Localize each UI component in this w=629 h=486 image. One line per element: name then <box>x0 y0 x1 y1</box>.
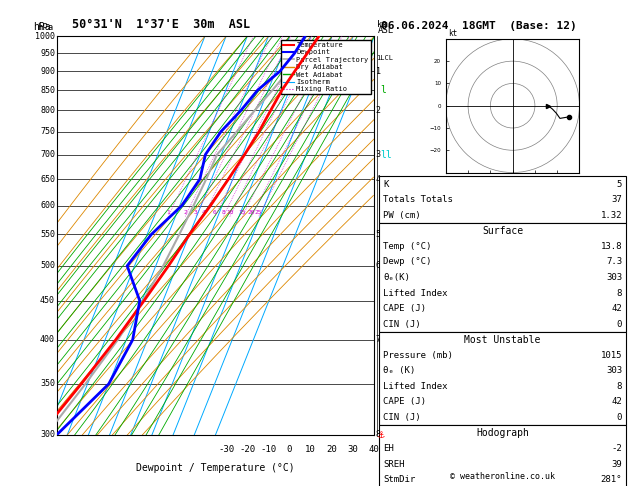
Text: K: K <box>383 180 389 189</box>
Text: Dewp (°C): Dewp (°C) <box>383 258 431 266</box>
Text: 6: 6 <box>213 210 217 215</box>
Text: lll: lll <box>381 229 398 239</box>
Text: 281°: 281° <box>601 475 622 484</box>
Text: 300: 300 <box>40 431 55 439</box>
Text: 8: 8 <box>221 210 225 215</box>
Text: Pressure (mb): Pressure (mb) <box>383 351 453 360</box>
Text: 2: 2 <box>376 106 381 115</box>
Text: CAPE (J): CAPE (J) <box>383 304 426 313</box>
Text: 600: 600 <box>40 201 55 210</box>
Text: 0: 0 <box>287 445 292 454</box>
Text: 4: 4 <box>376 174 381 184</box>
Text: hPa: hPa <box>37 22 53 32</box>
Text: hPa: hPa <box>33 22 50 33</box>
Text: ASL: ASL <box>377 26 394 35</box>
Text: 8: 8 <box>616 289 622 297</box>
Text: Temp (°C): Temp (°C) <box>383 242 431 251</box>
Text: Dewpoint / Temperature (°C): Dewpoint / Temperature (°C) <box>136 463 295 473</box>
Text: © weatheronline.co.uk: © weatheronline.co.uk <box>450 472 555 481</box>
Text: θₑ(K): θₑ(K) <box>383 273 410 282</box>
Text: PW (cm): PW (cm) <box>383 211 421 220</box>
Text: 40: 40 <box>369 445 380 454</box>
Text: 7: 7 <box>376 335 381 344</box>
Legend: Temperature, Dewpoint, Parcel Trajectory, Dry Adiabat, Wet Adiabat, Isotherm, Mi: Temperature, Dewpoint, Parcel Trajectory… <box>281 40 370 94</box>
Text: 42: 42 <box>611 398 622 406</box>
Text: 20: 20 <box>248 210 255 215</box>
Text: 1: 1 <box>166 210 170 215</box>
Text: 10: 10 <box>305 445 316 454</box>
Text: ll: ll <box>381 150 392 159</box>
Text: CIN (J): CIN (J) <box>383 413 421 422</box>
Text: Lifted Index: Lifted Index <box>383 289 448 297</box>
Text: θₑ (K): θₑ (K) <box>383 366 415 375</box>
Text: 30: 30 <box>348 445 359 454</box>
Text: Hodograph: Hodograph <box>476 428 529 438</box>
Text: -2: -2 <box>611 444 622 453</box>
Text: 303: 303 <box>606 273 622 282</box>
Text: Most Unstable: Most Unstable <box>464 335 541 345</box>
Text: 37: 37 <box>611 195 622 204</box>
Text: l: l <box>381 85 386 95</box>
Text: 750: 750 <box>40 127 55 136</box>
Text: StmDir: StmDir <box>383 475 415 484</box>
Text: 1015: 1015 <box>601 351 622 360</box>
Text: 06.06.2024  18GMT  (Base: 12): 06.06.2024 18GMT (Base: 12) <box>381 20 576 31</box>
Text: Surface: Surface <box>482 226 523 236</box>
Text: 6: 6 <box>376 261 381 270</box>
Text: 3: 3 <box>376 150 381 159</box>
Text: 650: 650 <box>40 174 55 184</box>
Text: 5: 5 <box>616 180 622 189</box>
Text: 7.3: 7.3 <box>606 258 622 266</box>
Text: 550: 550 <box>40 230 55 239</box>
Text: 25: 25 <box>255 210 262 215</box>
Text: 20: 20 <box>326 445 337 454</box>
Text: 42: 42 <box>611 304 622 313</box>
Text: 50°31'N  1°37'E  30m  ASL: 50°31'N 1°37'E 30m ASL <box>72 17 250 31</box>
Text: 800: 800 <box>40 106 55 115</box>
Text: 8: 8 <box>376 431 381 439</box>
Text: 850: 850 <box>40 86 55 95</box>
Text: l: l <box>381 335 386 345</box>
Text: 1LCL: 1LCL <box>376 55 393 61</box>
Text: EH: EH <box>383 444 394 453</box>
Text: 350: 350 <box>40 380 55 388</box>
Text: 303: 303 <box>606 366 622 375</box>
Text: 0: 0 <box>616 320 622 329</box>
Text: 15: 15 <box>238 210 246 215</box>
Text: 1.32: 1.32 <box>601 211 622 220</box>
Text: 0: 0 <box>616 413 622 422</box>
Text: 400: 400 <box>40 335 55 344</box>
Text: 13.8: 13.8 <box>601 242 622 251</box>
Text: 900: 900 <box>40 67 55 76</box>
Text: kt: kt <box>448 29 458 37</box>
Text: 4: 4 <box>202 210 206 215</box>
Text: SREH: SREH <box>383 460 404 469</box>
Text: 500: 500 <box>40 261 55 270</box>
Text: 1: 1 <box>376 67 381 76</box>
Text: 5: 5 <box>376 230 381 239</box>
Text: llll: llll <box>381 430 404 440</box>
Text: 700: 700 <box>40 150 55 159</box>
Text: CAPE (J): CAPE (J) <box>383 398 426 406</box>
Text: -10: -10 <box>260 445 276 454</box>
Text: 3: 3 <box>194 210 198 215</box>
Text: -20: -20 <box>239 445 255 454</box>
Text: ⚓: ⚓ <box>377 430 384 440</box>
Text: 8: 8 <box>616 382 622 391</box>
Text: 450: 450 <box>40 296 55 305</box>
Text: -30: -30 <box>218 445 234 454</box>
Text: 950: 950 <box>40 49 55 58</box>
Text: Lifted Index: Lifted Index <box>383 382 448 391</box>
Text: 10: 10 <box>226 210 233 215</box>
Text: km: km <box>377 20 388 29</box>
Text: 2: 2 <box>183 210 187 215</box>
Text: 39: 39 <box>611 460 622 469</box>
Text: CIN (J): CIN (J) <box>383 320 421 329</box>
Text: 1000: 1000 <box>35 32 55 41</box>
Text: Totals Totals: Totals Totals <box>383 195 453 204</box>
